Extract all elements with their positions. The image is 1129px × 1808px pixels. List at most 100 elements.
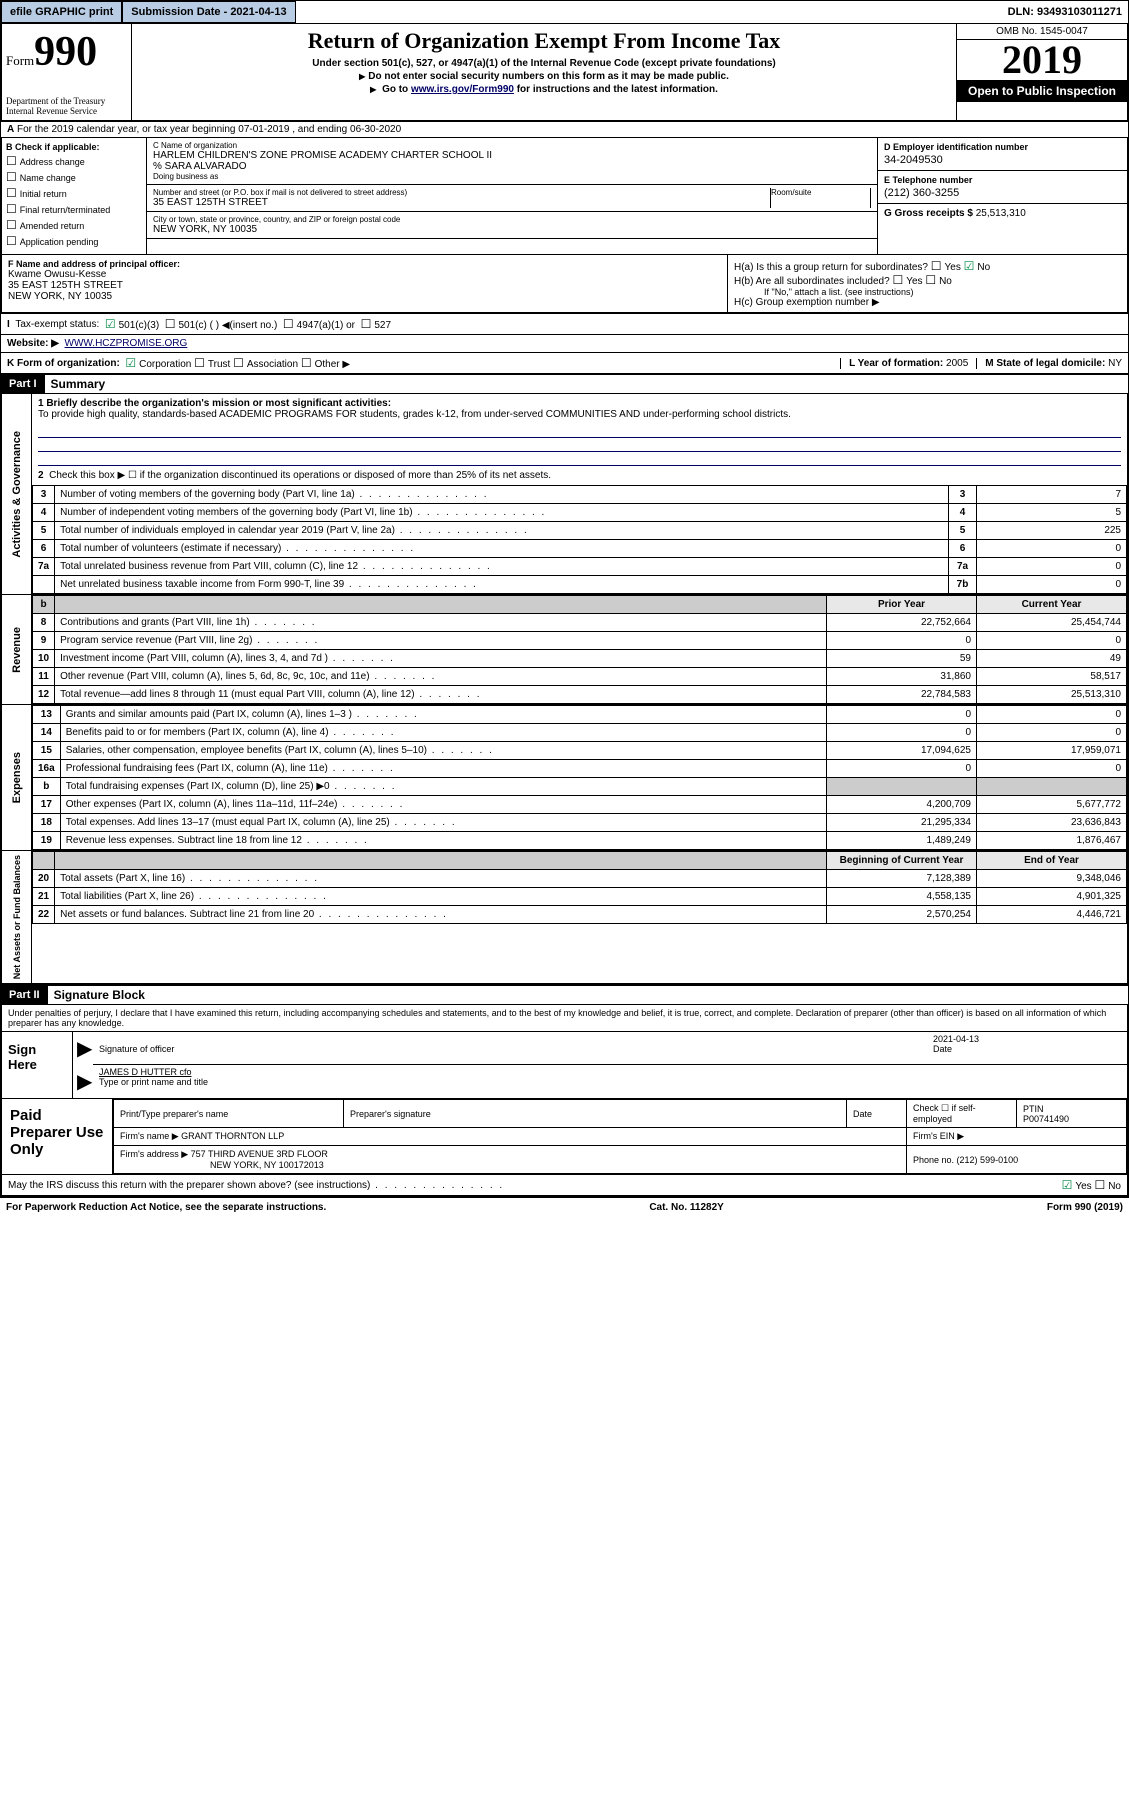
efile-print-button[interactable]: efile GRAPHIC print [1,1,122,23]
row-desc: Number of independent voting members of … [55,504,949,522]
mission-line3 [38,452,1121,466]
chk-address-change[interactable]: Address change [6,154,142,168]
revenue-side: Revenue [2,595,32,704]
row-desc: Grants and similar amounts paid (Part IX… [60,706,826,724]
curr-val: 23,636,843 [977,814,1127,832]
prior-val [827,778,977,796]
curr-val: 0 [977,632,1127,650]
header-title-cell: Return of Organization Exempt From Incom… [132,24,957,120]
chk-name-change[interactable]: Name change [6,170,142,184]
submission-date-button[interactable]: Submission Date - 2021-04-13 [122,1,295,23]
sig-date-line: 2021-04-13Date [927,1032,1127,1065]
chk-amended[interactable]: Amended return [6,218,142,232]
form-title: Return of Organization Exempt From Incom… [136,28,952,54]
row-num: 19 [33,832,61,850]
prior-val: 22,784,583 [827,686,977,704]
chk-trust[interactable]: Trust [194,356,230,370]
org-care-of: % SARA ALVARADO [153,161,871,172]
row-box: 4 [949,504,977,522]
row-num [33,576,55,594]
row-desc: Investment income (Part VIII, column (A)… [55,650,827,668]
row-desc: Benefits paid to or for members (Part IX… [60,724,826,742]
q2-block: 2 Check this box ▶ ☐ if the organization… [32,466,1127,485]
firm-addr1: 757 THIRD AVENUE 3RD FLOOR [191,1149,328,1159]
row-desc: Total revenue—add lines 8 through 11 (mu… [55,686,827,704]
prior-val: 0 [827,632,977,650]
chk-application-pending[interactable]: Application pending [6,234,142,248]
org-name-label: C Name of organization [153,141,871,150]
begin-val: 4,558,135 [827,888,977,906]
chk-527[interactable]: 527 [361,317,391,331]
discuss-yes[interactable]: Yes [1062,1181,1092,1192]
row-num: 4 [33,504,55,522]
row-val: 0 [977,540,1127,558]
dba-label: Doing business as [153,172,871,181]
tel-row: E Telephone number (212) 360-3255 [878,171,1127,204]
paperwork-notice: For Paperwork Reduction Act Notice, see … [6,1202,326,1213]
row-desc: Net unrelated business taxable income fr… [55,576,949,594]
row-desc: Other expenses (Part IX, column (A), lin… [60,796,826,814]
form-label: Form [6,53,34,68]
officer-title-label: Type or print name and title [99,1077,208,1087]
m-section: M State of legal domicile: NY [976,358,1122,369]
curr-val: 0 [977,706,1127,724]
section-a: A For the 2019 calendar year, or tax yea… [0,122,1129,138]
officer-addr2: NEW YORK, NY 10035 [8,291,721,302]
city-label: City or town, state or province, country… [153,215,871,224]
paid-preparer-row: Paid Preparer Use Only Print/Type prepar… [2,1098,1127,1174]
net-side: Net Assets or Fund Balances [2,851,32,983]
end-year-hdr: End of Year [977,852,1127,870]
chk-final-return[interactable]: Final return/terminated [6,202,142,216]
officer-name-typed: JAMES D HUTTER cfo [99,1067,192,1077]
row-box: 7b [949,576,977,594]
row-desc: Total number of individuals employed in … [55,522,949,540]
mission-line1 [38,424,1121,438]
discuss-text: May the IRS discuss this return with the… [8,1180,504,1191]
chk-other[interactable]: Other ▶ [301,356,350,370]
hb-no[interactable]: No [925,276,952,287]
: Sign Here ▶ Signature of officer 2021-04… [0,1031,1129,1198]
chk-initial-return[interactable]: Initial return [6,186,142,200]
curr-val: 17,959,071 [977,742,1127,760]
dept-treasury: Department of the Treasury Internal Reve… [6,96,127,116]
room-label: Room/suite [771,188,870,197]
lower-info-grid: F Name and address of principal officer:… [0,254,1129,314]
net-label: Net Assets or Fund Balances [10,851,24,983]
ptin-cell: PTINP00741490 [1017,1100,1127,1128]
officer-label: F Name and address of principal officer: [8,259,721,269]
blank [55,852,827,870]
row-num: 18 [33,814,61,832]
chk-501c3[interactable]: 501(c)(3) [105,317,159,331]
firm-ein-cell: Firm's EIN ▶ [907,1128,1127,1146]
part1-badge: Part I [1,375,45,393]
row-desc: Revenue less expenses. Subtract line 18 … [60,832,826,850]
sig-officer-line: Signature of officer [93,1032,927,1065]
chk-501c[interactable]: 501(c) ( ) ◀(insert no.) [165,317,278,331]
goto-post: for instructions and the latest informat… [514,84,718,95]
header-sub1: Under section 501(c), 527, or 4947(a)(1)… [136,58,952,69]
org-info-column: C Name of organization HARLEM CHILDREN'S… [147,138,877,254]
discuss-no[interactable]: No [1094,1181,1121,1192]
chk-assoc[interactable]: Association [233,356,298,370]
begin-val: 2,570,254 [827,906,977,924]
irs-link[interactable]: www.irs.gov/Form990 [411,84,514,95]
preparer-table: Print/Type preparer's name Preparer's si… [113,1099,1127,1174]
row-val: 0 [977,558,1127,576]
row-num: 6 [33,540,55,558]
hb-yes[interactable]: Yes [892,276,922,287]
goto-pre: Go to [382,84,411,95]
ha-yes[interactable]: Yes [931,262,961,273]
website-link[interactable]: WWW.HCZPROMISE.ORG [65,338,188,349]
chk-corp[interactable]: Corporation [125,356,191,370]
prior-val: 59 [827,650,977,668]
q2-text: Check this box ▶ ☐ if the organization d… [49,470,551,481]
firm-addr2: NEW YORK, NY 100172013 [120,1160,324,1170]
ptin-value: P00741490 [1023,1114,1069,1124]
row-num: 8 [33,614,55,632]
row-num: 9 [33,632,55,650]
ha-no[interactable]: No [964,262,991,273]
row-num: 11 [33,668,55,686]
hb-note: If "No," attach a list. (see instruction… [734,287,1121,297]
firm-phone-cell: Phone no. (212) 599-0100 [907,1146,1127,1174]
chk-4947[interactable]: 4947(a)(1) or [283,317,355,331]
